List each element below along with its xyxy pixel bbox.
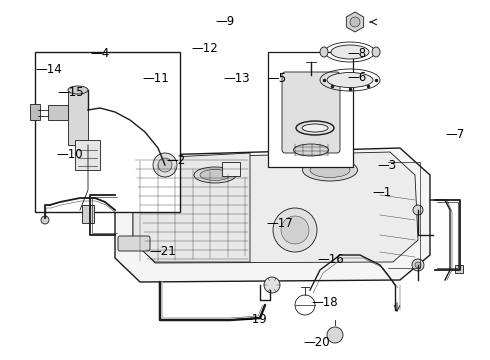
Ellipse shape	[200, 170, 230, 180]
Text: —6: —6	[348, 71, 367, 84]
Circle shape	[41, 216, 49, 224]
Text: —15: —15	[58, 86, 84, 99]
Circle shape	[158, 158, 172, 172]
Text: —12: —12	[191, 42, 218, 55]
Text: —13: —13	[223, 72, 249, 85]
Circle shape	[327, 327, 343, 343]
Ellipse shape	[302, 159, 358, 181]
Circle shape	[412, 259, 424, 271]
Text: —19: —19	[240, 313, 267, 326]
Ellipse shape	[331, 45, 369, 59]
Bar	[82, 205, 94, 223]
Ellipse shape	[320, 47, 328, 57]
Text: —20: —20	[304, 336, 330, 349]
Text: —14: —14	[35, 63, 62, 76]
Bar	[35, 52, 180, 212]
Polygon shape	[346, 12, 364, 32]
Text: —16: —16	[318, 253, 344, 266]
Circle shape	[350, 17, 360, 27]
Text: —1: —1	[372, 186, 392, 199]
Text: —3: —3	[377, 159, 396, 172]
Text: —8: —8	[348, 47, 367, 60]
Bar	[75, 140, 100, 170]
Bar	[268, 52, 353, 167]
Circle shape	[415, 262, 421, 268]
FancyBboxPatch shape	[118, 236, 150, 251]
Bar	[68, 90, 88, 145]
Ellipse shape	[68, 86, 88, 94]
Text: —11: —11	[142, 72, 169, 85]
Ellipse shape	[302, 124, 328, 132]
Text: —18: —18	[311, 296, 338, 309]
Circle shape	[413, 205, 423, 215]
Circle shape	[153, 153, 177, 177]
Bar	[455, 265, 463, 273]
Polygon shape	[115, 148, 430, 282]
Text: —2: —2	[167, 154, 186, 167]
Ellipse shape	[194, 167, 236, 183]
FancyBboxPatch shape	[282, 72, 340, 153]
Ellipse shape	[310, 162, 350, 177]
Bar	[30, 104, 40, 120]
Polygon shape	[133, 152, 418, 263]
Bar	[222, 162, 240, 176]
Text: —4: —4	[91, 47, 110, 60]
Circle shape	[264, 277, 280, 293]
Bar	[48, 105, 68, 120]
Text: —7: —7	[446, 129, 465, 141]
Polygon shape	[133, 153, 250, 262]
Text: —9: —9	[216, 15, 235, 28]
Text: —21: —21	[149, 246, 176, 258]
Text: —17: —17	[266, 217, 293, 230]
Ellipse shape	[294, 144, 328, 156]
Text: —10: —10	[56, 148, 83, 161]
Ellipse shape	[372, 47, 380, 57]
Text: —5: —5	[267, 72, 286, 85]
Circle shape	[281, 216, 309, 244]
Circle shape	[273, 208, 317, 252]
Ellipse shape	[327, 72, 373, 87]
